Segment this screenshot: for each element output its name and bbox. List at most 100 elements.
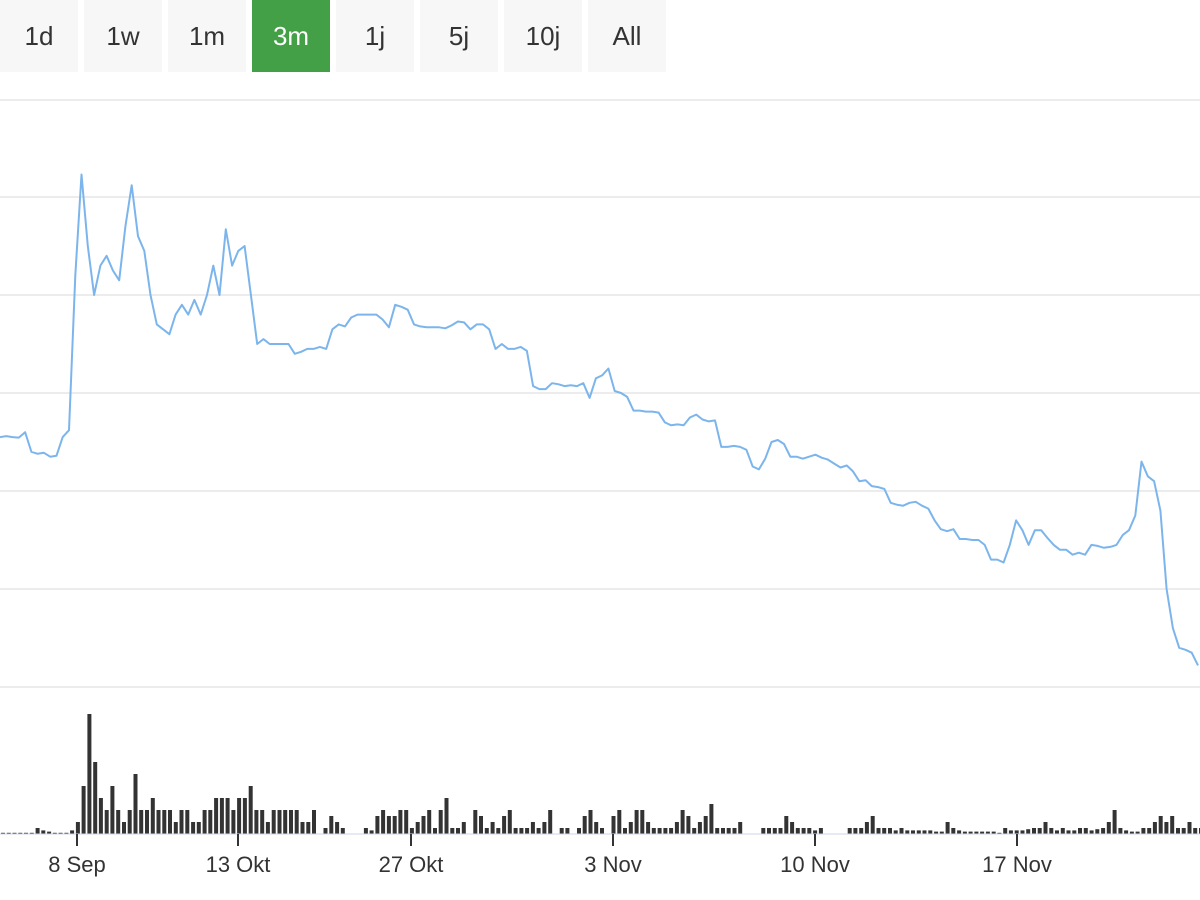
- volume-bar: [939, 831, 944, 834]
- volume-bar: [1152, 822, 1157, 834]
- volume-bar: [93, 762, 98, 834]
- range-button-5j[interactable]: 5j: [420, 0, 498, 72]
- volume-bar: [853, 828, 858, 834]
- volume-bar: [456, 828, 460, 834]
- volume-bar: [985, 831, 990, 834]
- volume-bar: [1112, 810, 1117, 834]
- volume-bar: [600, 828, 604, 834]
- volume-bar: [47, 831, 52, 834]
- volume-bar: [6, 832, 11, 834]
- volume-bar: [1055, 830, 1059, 834]
- volume-bar: [427, 810, 432, 834]
- volume-bar: [934, 831, 939, 834]
- volume-bar: [312, 810, 316, 834]
- volume-bar: [859, 828, 864, 834]
- volume-bar: [1118, 828, 1123, 834]
- volume-bar: [1032, 828, 1036, 834]
- volume-bar: [807, 828, 812, 834]
- volume-bar: [1066, 830, 1071, 834]
- volume-bar: [1135, 831, 1140, 834]
- volume-bar: [530, 822, 535, 834]
- volume-bar: [617, 810, 622, 834]
- x-tick-label: 27 Okt: [379, 852, 444, 877]
- volume-bar: [663, 828, 668, 834]
- volume-bar: [231, 810, 236, 834]
- volume-bar: [173, 822, 178, 834]
- volume-bar: [1141, 828, 1146, 834]
- range-button-3m[interactable]: 3m: [252, 0, 330, 72]
- volume-bar: [513, 828, 518, 834]
- volume-bar: [265, 822, 270, 834]
- volume-bar: [974, 831, 979, 834]
- range-button-10j[interactable]: 10j: [504, 0, 582, 72]
- volume-bar: [888, 828, 892, 834]
- price-line: [0, 173, 1199, 666]
- volume-bar: [75, 822, 80, 834]
- volume-bar: [968, 831, 973, 834]
- volume-bar: [191, 822, 196, 834]
- range-button-1d[interactable]: 1d: [0, 0, 78, 72]
- volume-bar: [29, 832, 34, 834]
- volume-bar: [479, 816, 483, 834]
- volume-bar: [392, 816, 397, 834]
- volume-bar: [1083, 828, 1088, 834]
- volume-bar: [623, 828, 627, 834]
- volume-bar: [559, 828, 564, 834]
- volume-bar: [519, 828, 524, 834]
- volume-bar: [697, 822, 702, 834]
- volume-bar: [277, 810, 282, 834]
- volume-bar: [582, 816, 587, 834]
- volume-bar: [507, 810, 512, 834]
- volume-bar: [1078, 828, 1082, 834]
- volume-bar: [928, 830, 933, 834]
- volume-bar: [651, 828, 656, 834]
- volume-bar: [703, 816, 708, 834]
- volume-bar: [386, 816, 391, 834]
- volume-bar: [1008, 830, 1013, 834]
- volume-bar: [1095, 829, 1100, 834]
- volume-bar: [438, 810, 443, 834]
- volume-bar: [732, 828, 737, 834]
- volume-bar: [421, 816, 426, 834]
- volume-bar: [461, 822, 466, 834]
- range-button-all[interactable]: All: [588, 0, 666, 72]
- volume-bar: [1176, 828, 1180, 834]
- volume-bar: [202, 810, 207, 834]
- x-tick-label: 3 Nov: [584, 852, 641, 877]
- volume-bar: [686, 816, 691, 834]
- volume-bar: [916, 830, 921, 834]
- volume-bar: [283, 810, 288, 834]
- volume-bar: [1170, 816, 1175, 834]
- volume-bar: [899, 828, 904, 834]
- volume-bar: [715, 828, 720, 834]
- volume-bar: [329, 816, 334, 834]
- volume-bar: [156, 810, 161, 834]
- volume-bar: [778, 828, 783, 834]
- volume-bar: [145, 810, 149, 834]
- range-button-1w[interactable]: 1w: [84, 0, 162, 72]
- volume-bar: [18, 832, 23, 834]
- volume-bar: [502, 816, 507, 834]
- volume-bar: [335, 822, 340, 834]
- volume-bar: [294, 810, 299, 834]
- volume-bar: [1, 832, 5, 834]
- range-button-1m[interactable]: 1m: [168, 0, 246, 72]
- volume-bar: [381, 810, 386, 834]
- volume-bar: [490, 822, 495, 834]
- volume-bar: [1060, 828, 1065, 834]
- volume-bar: [64, 832, 69, 834]
- volume-bar: [133, 774, 138, 834]
- volume-bar: [208, 810, 213, 834]
- volume-bar: [450, 828, 455, 834]
- volume-bar: [104, 810, 109, 834]
- volume-bar: [577, 828, 581, 834]
- range-button-1j[interactable]: 1j: [336, 0, 414, 72]
- volume-bar: [122, 822, 126, 834]
- volume-bar: [300, 822, 305, 834]
- volume-bar: [634, 810, 639, 834]
- volume-bar: [1187, 822, 1192, 834]
- volume-bar: [363, 828, 368, 834]
- volume-bar: [640, 810, 645, 834]
- volume-bar: [1089, 830, 1094, 834]
- volume-bar: [127, 810, 132, 834]
